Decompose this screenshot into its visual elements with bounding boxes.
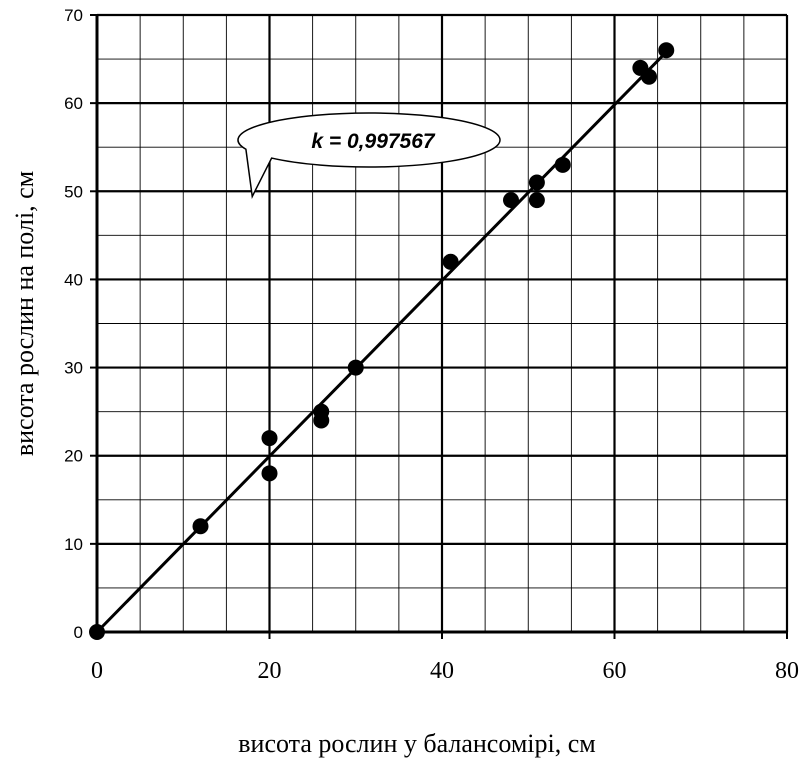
data-point: [503, 192, 519, 209]
data-point: [442, 253, 459, 270]
data-point: [528, 174, 545, 191]
data-point: [261, 430, 278, 447]
y-tick-label: 30: [64, 359, 83, 378]
y-tick-label: 50: [64, 182, 83, 201]
data-point: [192, 518, 209, 535]
y-tick-label: 60: [64, 94, 83, 113]
y-tick-label: 70: [64, 6, 83, 25]
data-point: [89, 624, 105, 640]
y-tick-label: 0: [74, 623, 83, 642]
data-point: [261, 465, 278, 482]
tick-labels: 0 10 20 30 40 50 60 70 0 20 40 60 80: [64, 6, 799, 684]
axes: [90, 14, 788, 639]
x-tick-label: 0: [91, 658, 103, 684]
data-point: [313, 412, 330, 429]
data-point: [554, 156, 571, 173]
data-point: [528, 192, 545, 209]
y-tick-label: 40: [64, 270, 83, 289]
y-tick-label: 10: [64, 535, 83, 554]
x-tick-label: 60: [603, 658, 627, 684]
x-tick-label: 20: [258, 658, 282, 684]
data-point: [347, 359, 364, 376]
x-axis-label: висота рослин у балансомірі, см: [238, 729, 595, 758]
x-tick-label: 40: [430, 658, 454, 684]
y-tick-label: 20: [64, 447, 83, 466]
data-point: [641, 68, 657, 85]
x-tick-label: 80: [775, 658, 799, 684]
trendline: [95, 50, 668, 634]
y-axis-label: висота рослин на полі, см: [10, 171, 39, 456]
grid: [95, 13, 789, 634]
data-point: [658, 42, 675, 59]
annotation-callout: k = 0,997567: [237, 112, 501, 199]
data-points: [89, 42, 675, 640]
trendline-layer: [95, 50, 668, 634]
callout-bubble: [237, 112, 501, 199]
annotation-text: k = 0,997567: [311, 130, 436, 153]
